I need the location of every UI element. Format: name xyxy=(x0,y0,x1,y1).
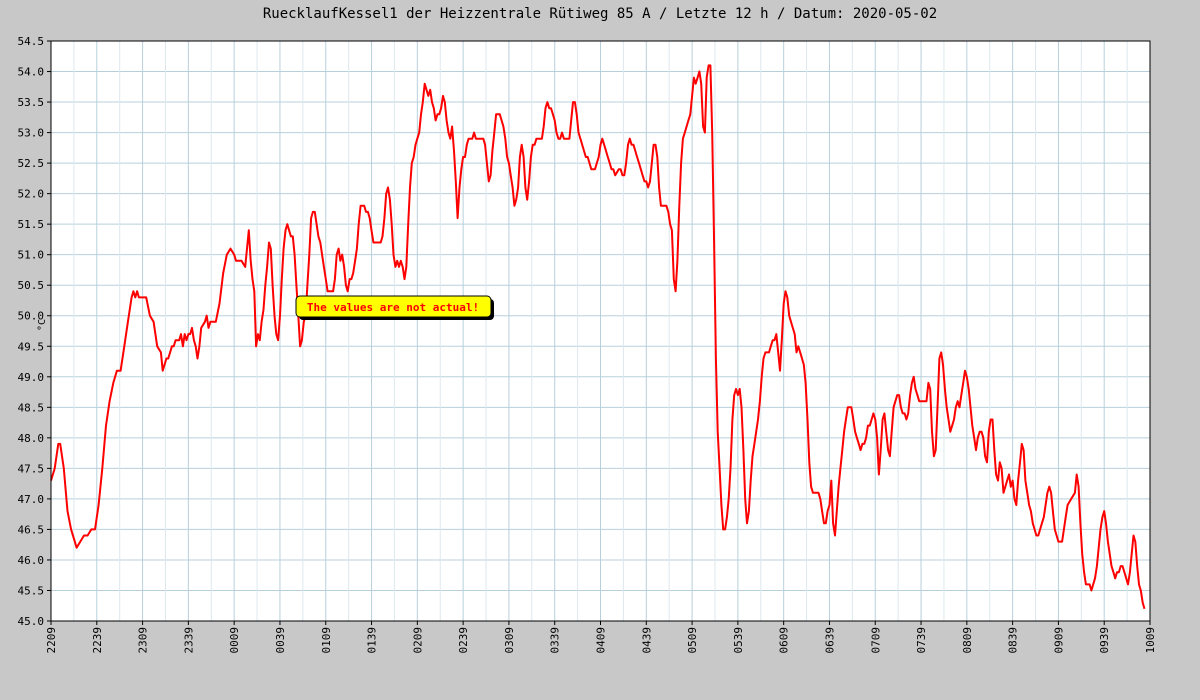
x-tick-label: 0239 xyxy=(457,627,470,654)
x-tick-label: 0209 xyxy=(411,627,424,654)
y-tick-label: 45.5 xyxy=(18,584,45,597)
x-tick-label: 0839 xyxy=(1007,627,1020,654)
x-tick-label: 0109 xyxy=(320,627,333,654)
chart-title: RuecklaufKessel1 der Heizzentrale Rütiwe… xyxy=(263,6,937,22)
x-tick-label: 0339 xyxy=(549,627,562,654)
x-tick-label: 2339 xyxy=(182,627,195,654)
y-tick-label: 48.5 xyxy=(18,401,45,414)
x-tick-label: 0039 xyxy=(274,627,287,654)
y-tick-label: 46.0 xyxy=(18,554,45,567)
y-axis-unit: °C xyxy=(37,319,48,331)
y-tick-label: 50.0 xyxy=(18,310,45,323)
y-tick-label: 51.5 xyxy=(18,218,45,231)
x-tick-label: 0639 xyxy=(823,627,836,654)
x-tick-label: 0909 xyxy=(1052,627,1065,654)
x-tick-label: 0809 xyxy=(961,627,974,654)
x-tick-label: 2209 xyxy=(45,627,58,654)
y-tick-label: 46.5 xyxy=(18,523,45,536)
y-tick-label: 49.5 xyxy=(18,340,45,353)
x-tick-label: 1009 xyxy=(1144,627,1157,654)
x-tick-label: 0609 xyxy=(778,627,791,654)
plot-border xyxy=(50,40,1151,622)
y-tick-label: 51.0 xyxy=(18,249,45,262)
x-tick-label: 0539 xyxy=(732,627,745,654)
y-tick-label: 52.5 xyxy=(18,157,45,170)
y-tick-label: 53.5 xyxy=(18,96,45,109)
x-tick-label: 0939 xyxy=(1098,627,1111,654)
y-tick-label: 47.5 xyxy=(18,462,45,475)
y-tick-label: 52.0 xyxy=(18,188,45,201)
y-tick-label: 47.0 xyxy=(18,493,45,506)
y-tick-label: 50.5 xyxy=(18,279,45,292)
x-tick-label: 0309 xyxy=(503,627,516,654)
x-tick-label: 2309 xyxy=(137,627,150,654)
annotation-badge: The values are not actual! xyxy=(295,295,494,320)
x-tick-labels: 2209 2239 2309 2339 0009 0039 0109 0139 0209 0239… xyxy=(45,621,1157,654)
x-tick-label: 2239 xyxy=(91,627,104,654)
x-tick-label: 0739 xyxy=(915,627,928,654)
x-tick-label: 0709 xyxy=(869,627,882,654)
y-tick-labels: 45.0 45.5 46.0 46.5 47.0 47.5 48.0 48.5 49.0 49.5… xyxy=(18,35,51,628)
annotation-text: The values are not actual! xyxy=(307,301,479,314)
x-tick-label: 0009 xyxy=(228,627,241,654)
y-tick-label: 54.5 xyxy=(18,35,45,48)
y-tick-label: 49.0 xyxy=(18,371,45,384)
y-tick-label: 45.0 xyxy=(18,615,45,628)
x-tick-label: 0509 xyxy=(686,627,699,654)
y-tick-label: 53.0 xyxy=(18,127,45,140)
x-tick-label: 0139 xyxy=(366,627,379,654)
y-tick-label: 54.0 xyxy=(18,66,45,79)
series-line xyxy=(50,64,1146,610)
y-tick-label: 48.0 xyxy=(18,432,45,445)
x-tick-label: 0409 xyxy=(595,627,608,654)
x-tick-label: 0439 xyxy=(640,627,653,654)
